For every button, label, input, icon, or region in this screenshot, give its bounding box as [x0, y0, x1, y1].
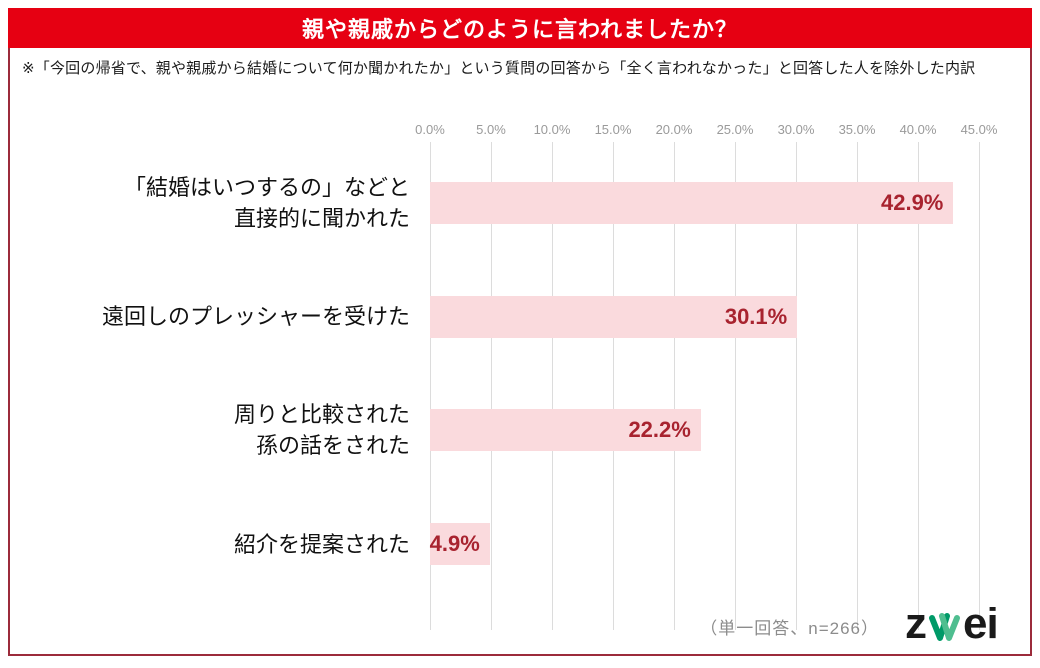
x-tick-label: 40.0% — [899, 122, 937, 137]
x-tick-label: 10.0% — [533, 122, 571, 137]
chart-row: 「結婚はいつするの」などと直接的に聞かれた 42.9% — [10, 146, 1030, 260]
heart-w-icon — [929, 613, 960, 641]
bar: 4.9% — [429, 523, 490, 566]
gridline — [491, 142, 492, 630]
category-label-line: 直接的に聞かれた — [233, 205, 410, 231]
chart-subtitle: ※「今回の帰省で、親や親戚から結婚について何か聞かれたか」という質問の回答から「… — [22, 60, 976, 77]
page-title: 親や親戚からどのように言われましたか？ — [302, 17, 738, 42]
bar: 30.1% — [430, 295, 798, 338]
x-tick-label: 0.0% — [415, 122, 445, 137]
category-label-line: 孫の話をされた — [255, 433, 410, 459]
chart-title-bar: 親や親戚からどのように言われましたか？ — [8, 8, 1032, 48]
bar-value-label: 4.9% — [429, 531, 480, 557]
gridline — [979, 142, 980, 630]
bar-area: 30.1% — [430, 295, 1030, 338]
chart-row: 遠回しのプレッシャーを受けた 30.1% — [10, 260, 1030, 374]
gridlines — [430, 142, 981, 630]
gridline — [857, 142, 858, 630]
gridline — [735, 142, 736, 630]
category-label: 周りと比較された孫の話をされた — [10, 399, 430, 461]
zwei-logo: z ei — [905, 607, 999, 645]
bar-area: 4.9% — [429, 523, 1030, 566]
category-label-line: 「結婚はいつするの」などと — [123, 174, 410, 200]
gridline — [674, 142, 675, 630]
x-tick-label: 35.0% — [838, 122, 876, 137]
x-tick-label: 15.0% — [594, 122, 632, 137]
bar: 22.2% — [430, 409, 701, 452]
gridline — [430, 142, 431, 630]
bar-value-label: 22.2% — [628, 417, 691, 443]
category-label-line: 紹介を提案された — [233, 531, 410, 557]
chart-footer: （単一回答、n=266） z ei — [700, 606, 1005, 646]
x-axis: 0.0% 5.0% 10.0% 15.0% 20.0% 25.0% 30.0% 35.0% 40… — [415, 122, 997, 138]
chart-row: 紹介を提案された 4.9% — [10, 487, 1030, 601]
survey-card: 親や親戚からどのように言われましたか？ ※「今回の帰省で、親や親戚から結婚につい… — [8, 8, 1032, 656]
gridline — [552, 142, 553, 630]
bar-value-label: 30.1% — [724, 303, 788, 329]
bar: 42.9% — [430, 181, 954, 224]
logo-text-left: z — [905, 607, 927, 645]
x-tick-label: 30.0% — [777, 122, 815, 137]
category-label: 「結婚はいつするの」などと直接的に聞かれた — [10, 172, 430, 234]
sample-note: （単一回答、n=266） — [700, 618, 879, 638]
x-tick-label: 5.0% — [476, 122, 506, 137]
bar-area: 42.9% — [430, 181, 1030, 224]
category-label-line: 周りと比較された — [233, 402, 410, 428]
gridline — [613, 142, 614, 630]
x-tick-label: 20.0% — [655, 122, 693, 137]
logo-text-right: ei — [963, 607, 998, 645]
category-label-line: 遠回しのプレッシャーを受けた — [101, 304, 410, 330]
x-tick-label: 25.0% — [716, 122, 754, 137]
chart-rows: 「結婚はいつするの」などと直接的に聞かれた 42.9% 遠回しのプレッシャーを受けた… — [10, 146, 1030, 601]
gridline — [796, 142, 797, 630]
chart-row: 周りと比較された孫の話をされた 22.2% — [10, 374, 1030, 488]
bar-value-label: 42.9% — [880, 189, 944, 215]
category-label: 紹介を提案された — [10, 529, 430, 560]
x-tick-label: 45.0% — [960, 122, 998, 137]
bar-area: 22.2% — [430, 409, 1030, 452]
category-label: 遠回しのプレッシャーを受けた — [10, 301, 430, 332]
gridline — [918, 142, 919, 630]
